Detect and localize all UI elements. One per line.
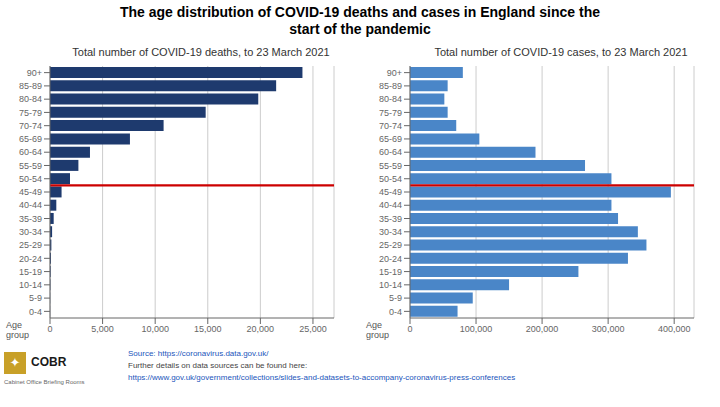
svg-text:20,000: 20,000 [247,324,275,334]
svg-text:30-34: 30-34 [379,227,402,237]
html-text:The age distribution of COVID-: The age distribution of COVID-19 deaths … [120,4,600,20]
html-text:COBR: COBR [31,355,67,369]
svg-text:40-44: 40-44 [19,200,42,210]
svg-text:85-89: 85-89 [19,81,42,91]
svg-text:400,000: 400,000 [658,324,691,334]
html-text:Source: https://coronavirus.da: Source: https://coronavirus.data.gov.uk/ [128,349,269,358]
html-text:group: group [366,330,389,340]
svg-text:90+: 90+ [27,68,42,78]
svg-text:0-4: 0-4 [389,307,402,317]
svg-text:35-39: 35-39 [379,214,402,224]
svg-text:5-9: 5-9 [29,293,42,303]
svg-text:65-69: 65-69 [19,134,42,144]
svg-text:15-19: 15-19 [19,267,42,277]
html-text:group: group [6,330,29,340]
svg-text:300,000: 300,000 [592,324,625,334]
svg-text:55-59: 55-59 [19,161,42,171]
svg-text:75-79: 75-79 [379,108,402,118]
svg-text:0-4: 0-4 [29,307,42,317]
html-text:Age: Age [366,320,382,330]
html-text:Total number of COVID-19 death: Total number of COVID-19 deaths, to 23 M… [72,46,330,58]
svg-text:10-14: 10-14 [19,280,42,290]
svg-text:60-64: 60-64 [379,147,402,157]
svg-text:25-29: 25-29 [379,240,402,250]
svg-text:50-54: 50-54 [19,174,42,184]
svg-text:100,000: 100,000 [460,324,493,334]
svg-text:45-49: 45-49 [379,187,402,197]
svg-text:25-29: 25-29 [19,240,42,250]
svg-text:200,000: 200,000 [526,324,559,334]
svg-text:75-79: 75-79 [19,108,42,118]
html-text:Further details on data source: Further details on data sources can be f… [128,361,308,370]
svg-text:45-49: 45-49 [19,187,42,197]
svg-text:0: 0 [407,324,412,334]
svg-text:10,000: 10,000 [141,324,169,334]
html-text:Total number of COVID-19 cases: Total number of COVID-19 cases, to 23 Ma… [434,46,688,58]
svg-text:70-74: 70-74 [19,121,42,131]
svg-text:55-59: 55-59 [379,161,402,171]
svg-text:65-69: 65-69 [379,134,402,144]
svg-text:30-34: 30-34 [19,227,42,237]
html-text:https://www.gov.uk/government/: https://www.gov.uk/government/collection… [128,373,516,382]
svg-text:80-84: 80-84 [379,94,402,104]
svg-text:90+: 90+ [387,68,402,78]
html-text:start of the pandemic: start of the pandemic [289,21,431,37]
html-text:Cabinet Office Briefing Rooms: Cabinet Office Briefing Rooms [4,379,85,385]
svg-text:15,000: 15,000 [194,324,222,334]
svg-text:70-74: 70-74 [379,121,402,131]
html-text:Age: Age [6,320,22,330]
svg-text:60-64: 60-64 [19,147,42,157]
svg-text:35-39: 35-39 [19,214,42,224]
svg-text:40-44: 40-44 [379,200,402,210]
svg-text:85-89: 85-89 [379,81,402,91]
svg-text:20-24: 20-24 [19,254,42,264]
svg-text:80-84: 80-84 [19,94,42,104]
svg-text:5-9: 5-9 [389,293,402,303]
svg-text:25,000: 25,000 [299,324,327,334]
svg-text:15-19: 15-19 [379,267,402,277]
svg-text:0: 0 [47,324,52,334]
svg-text:5,000: 5,000 [91,324,114,334]
svg-text:10-14: 10-14 [379,280,402,290]
svg-text:50-54: 50-54 [379,174,402,184]
svg-text:20-24: 20-24 [379,254,402,264]
